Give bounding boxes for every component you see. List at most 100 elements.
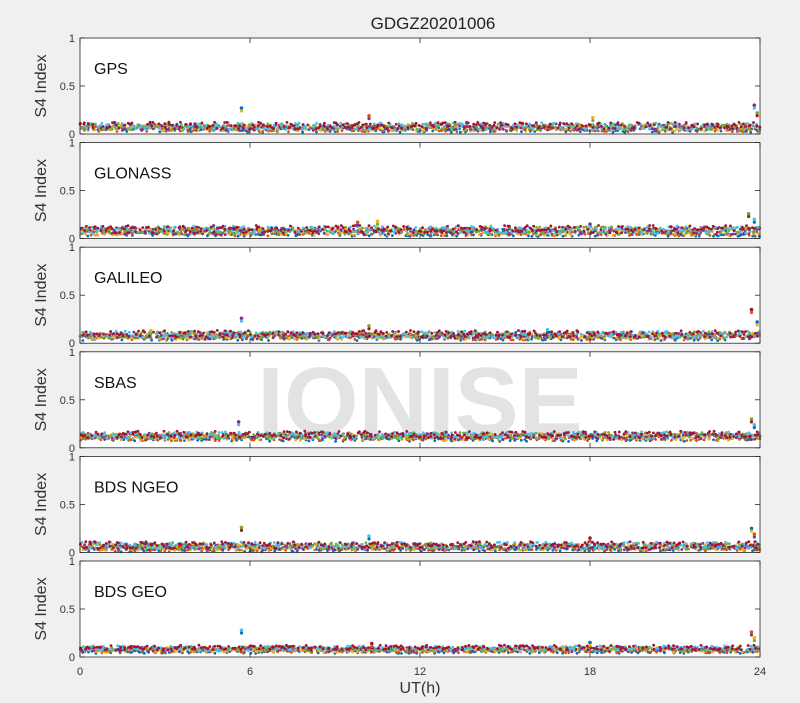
data-point [147,226,150,229]
data-point [236,232,239,235]
data-point [179,121,182,124]
data-point [569,130,572,133]
data-point [484,231,487,234]
data-point [560,228,563,231]
data-point [482,127,485,130]
data-point [741,128,744,131]
data-point [366,126,369,129]
data-point [267,230,270,233]
data-point [390,334,393,337]
data-point-spike [240,109,243,112]
data-point [282,231,285,234]
data-point [692,232,695,235]
data-point [489,228,492,231]
data-point [383,125,386,128]
data-point [719,126,722,129]
data-point [308,335,311,338]
data-point [481,226,484,229]
data-point [189,123,192,126]
data-point [385,331,388,334]
data-point [232,233,235,236]
data-point [604,227,607,230]
data-point [484,227,487,230]
data-point [501,334,504,337]
data-point [673,130,676,133]
data-point [723,331,726,334]
data-point [446,225,449,228]
data-point [193,122,196,125]
data-point [531,228,534,231]
data-point-spike [753,106,756,109]
data-point [284,128,287,131]
data-point [291,124,294,127]
data-point [316,230,319,233]
data-point [201,126,204,129]
data-point [456,123,459,126]
data-point [365,227,368,230]
data-point [526,336,529,339]
data-point [747,233,750,236]
data-point [132,337,135,340]
data-point [483,336,486,339]
data-point [113,121,116,124]
data-point [347,125,350,128]
data-point [653,123,656,126]
data-point [496,331,499,334]
data-point [756,226,759,229]
data-point [586,228,589,231]
data-point [286,337,289,340]
data-point [355,127,358,130]
data-point [752,121,755,124]
data-point [379,234,382,237]
data-point [284,333,287,336]
data-point [628,234,631,237]
data-point [488,124,491,127]
data-point [85,127,88,130]
data-point [659,227,662,230]
data-point [378,333,381,336]
data-point [191,227,194,230]
data-point [178,233,181,236]
data-point [442,226,445,229]
data-point [198,123,201,126]
data-point [387,122,390,125]
data-point [163,329,166,332]
data-point [498,334,501,337]
data-point [749,124,752,127]
data-point [512,339,515,342]
data-point [242,231,245,234]
data-point [179,331,182,334]
data-point [572,338,575,341]
data-point [675,228,678,231]
data-point [96,230,99,233]
data-point [373,225,376,228]
data-point [257,124,260,127]
data-point [510,333,513,336]
data-point [636,231,639,234]
data-point [514,226,517,229]
data-point [175,124,178,127]
data-point [290,335,293,338]
data-point [226,337,229,340]
data-point [615,231,618,234]
data-point [733,124,736,127]
data-point [252,232,255,235]
data-point [306,332,309,335]
data-point [727,227,730,230]
data-point [373,229,376,232]
data-point [585,125,588,128]
data-point [551,127,554,130]
data-point [238,125,241,128]
data-point [570,234,573,237]
data-point [457,333,460,336]
data-point [210,335,213,338]
data-point-spike [747,212,751,216]
data-point [706,123,709,126]
data-point [251,335,254,338]
data-point [294,127,297,130]
data-point [176,231,179,234]
data-point [524,330,527,333]
data-point [272,127,275,130]
data-point [319,125,322,128]
data-point [493,121,496,124]
